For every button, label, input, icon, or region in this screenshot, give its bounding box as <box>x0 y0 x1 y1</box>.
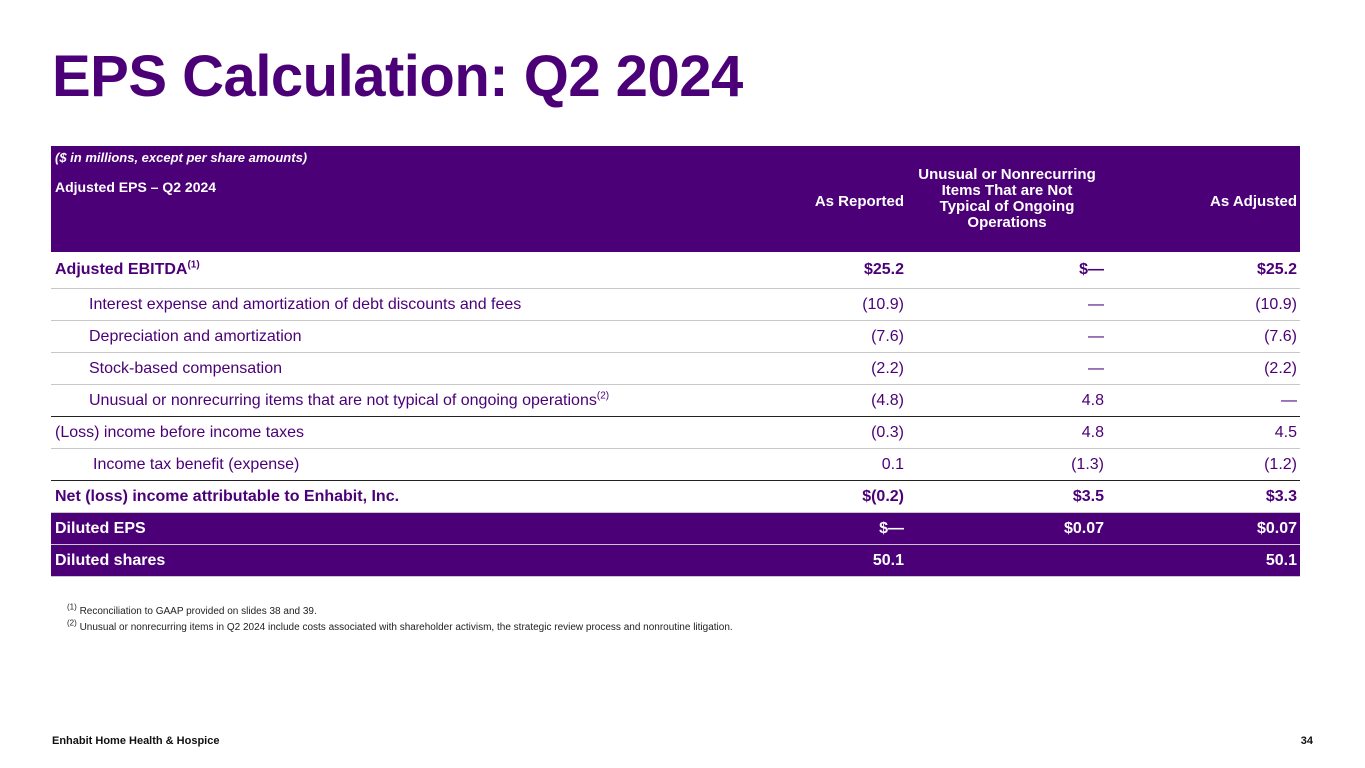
footnotes: (1) Reconciliation to GAAP provided on s… <box>67 602 733 636</box>
cell-unusual: $0.07 <box>907 512 1107 545</box>
eps-table: ($ in millions, except per share amounts… <box>51 146 1300 577</box>
table-row: Depreciation and amortization (7.6) — (7… <box>51 320 1300 353</box>
cell-unusual: — <box>907 320 1107 353</box>
footnote-2: (2) Unusual or nonrecurring items in Q2 … <box>67 618 733 633</box>
table-row: Diluted shares 50.1 50.1 <box>51 544 1300 577</box>
col-header-reported: As Reported <box>707 146 907 252</box>
table-row: Interest expense and amortization of deb… <box>51 288 1300 321</box>
col-header-unusual: Unusual or Nonrecurring Items That are N… <box>907 146 1107 252</box>
table-row: Income tax benefit (expense) 0.1 (1.3) (… <box>51 448 1300 481</box>
section-label: Adjusted EPS – Q2 2024 <box>55 179 217 195</box>
table-row: Net (loss) income attributable to Enhabi… <box>51 480 1300 513</box>
cell-reported: 0.1 <box>707 448 907 481</box>
col-header-adjusted: As Adjusted <box>1107 146 1300 252</box>
cell-reported: 50.1 <box>707 544 907 577</box>
row-label: Diluted shares <box>51 544 707 577</box>
row-label: Unusual or nonrecurring items that are n… <box>51 384 707 417</box>
cell-unusual: $— <box>907 252 1107 289</box>
cell-adjusted: 50.1 <box>1107 544 1300 577</box>
footnote-marker: (2) <box>67 618 77 628</box>
cell-reported: (4.8) <box>707 384 907 417</box>
cell-unusual <box>907 544 1107 577</box>
cell-adjusted: (10.9) <box>1107 288 1300 321</box>
row-label: Stock-based compensation <box>51 352 707 385</box>
row-label: (Loss) income before income taxes <box>51 416 707 449</box>
row-label: Income tax benefit (expense) <box>51 448 707 481</box>
cell-unusual: (1.3) <box>907 448 1107 481</box>
table-header-label: ($ in millions, except per share amounts… <box>51 146 707 252</box>
footnote-marker: (1) <box>67 602 77 612</box>
table-row: (Loss) income before income taxes (0.3) … <box>51 416 1300 449</box>
row-label: Net (loss) income attributable to Enhabi… <box>51 480 707 513</box>
cell-reported: $— <box>707 512 907 545</box>
cell-adjusted: $3.3 <box>1107 480 1300 513</box>
page-title: EPS Calculation: Q2 2024 <box>52 44 743 109</box>
cell-reported: $(0.2) <box>707 480 907 513</box>
company-footer: Enhabit Home Health & Hospice <box>52 735 220 747</box>
cell-reported: (2.2) <box>707 352 907 385</box>
cell-unusual: 4.8 <box>907 384 1107 417</box>
footnote-1: (1) Reconciliation to GAAP provided on s… <box>67 602 317 617</box>
table-row: Adjusted EBITDA(1) $25.2 $— $25.2 <box>51 252 1300 289</box>
table-row: Unusual or nonrecurring items that are n… <box>51 384 1300 417</box>
table-row: Diluted EPS $— $0.07 $0.07 <box>51 512 1300 545</box>
cell-unusual: — <box>907 352 1107 385</box>
cell-reported: $25.2 <box>707 252 907 289</box>
row-label: Adjusted EBITDA(1) <box>51 252 707 289</box>
cell-unusual: $3.5 <box>907 480 1107 513</box>
cell-reported: (0.3) <box>707 416 907 449</box>
footnote-marker: (1) <box>187 259 200 271</box>
cell-adjusted: $25.2 <box>1107 252 1300 289</box>
cell-reported: (10.9) <box>707 288 907 321</box>
table-row: Stock-based compensation (2.2) — (2.2) <box>51 352 1300 385</box>
cell-adjusted: (2.2) <box>1107 352 1300 385</box>
unit-note: ($ in millions, except per share amounts… <box>55 150 308 165</box>
footnote-marker: (2) <box>596 390 610 402</box>
cell-reported: (7.6) <box>707 320 907 353</box>
cell-adjusted: $0.07 <box>1107 512 1300 545</box>
cell-adjusted: (7.6) <box>1107 320 1300 353</box>
cell-adjusted: — <box>1107 384 1300 417</box>
cell-unusual: 4.8 <box>907 416 1107 449</box>
page-number: 34 <box>1300 735 1313 747</box>
cell-unusual: — <box>907 288 1107 321</box>
cell-adjusted: 4.5 <box>1107 416 1300 449</box>
row-label: Diluted EPS <box>51 512 707 545</box>
row-label: Interest expense and amortization of deb… <box>51 288 707 321</box>
row-label: Depreciation and amortization <box>51 320 707 353</box>
cell-adjusted: (1.2) <box>1107 448 1300 481</box>
